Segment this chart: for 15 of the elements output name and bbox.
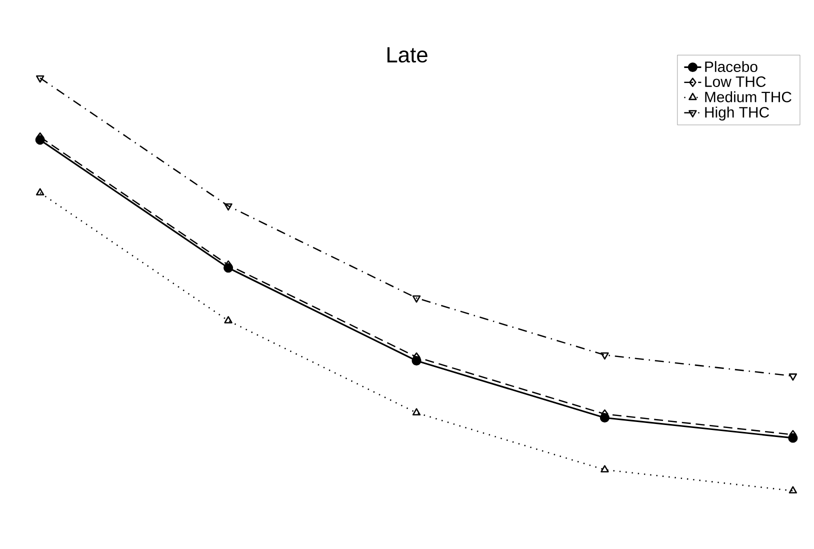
legend-label: High THC — [705, 106, 769, 121]
point — [600, 352, 609, 360]
point — [36, 188, 44, 196]
point — [412, 408, 421, 416]
point — [788, 486, 798, 494]
legend-label: Placebo — [705, 61, 758, 72]
legend-label: Low THC — [705, 76, 766, 87]
point — [224, 203, 232, 211]
point — [412, 295, 421, 303]
point — [36, 75, 44, 83]
point — [224, 316, 232, 324]
chart-title: Late — [387, 47, 428, 63]
point — [788, 373, 798, 381]
legend-label: Medium THC — [705, 91, 792, 102]
point — [600, 465, 609, 472]
